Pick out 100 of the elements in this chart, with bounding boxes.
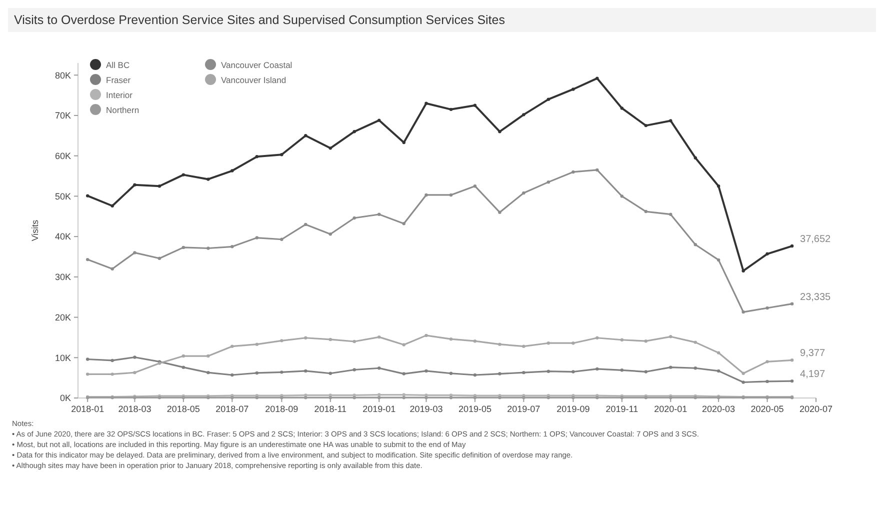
point: [546, 180, 550, 184]
legend-label: All BC: [106, 60, 130, 70]
point: [378, 393, 381, 396]
point: [328, 372, 332, 375]
x-tick-label: 2018-03: [118, 404, 152, 414]
x-tick-label: 2020-03: [702, 404, 736, 414]
point: [522, 191, 526, 195]
point: [644, 370, 648, 374]
point: [110, 358, 114, 362]
point: [790, 244, 794, 248]
point: [133, 183, 136, 186]
point: [742, 269, 745, 272]
point: [328, 338, 332, 342]
point: [716, 369, 720, 373]
point: [86, 372, 90, 376]
point: [304, 222, 308, 226]
point: [424, 334, 428, 338]
point: [304, 396, 308, 400]
point: [352, 340, 356, 344]
y-tick-label: 20K: [54, 312, 71, 322]
point: [449, 108, 453, 112]
point: [402, 343, 406, 346]
x-tick-label: 2019-01: [362, 404, 396, 414]
point: [424, 396, 428, 400]
point: [352, 130, 356, 134]
point: [206, 178, 210, 181]
point: [230, 344, 234, 348]
point: [572, 170, 575, 174]
point: [280, 238, 284, 241]
y-tick-label: 30K: [54, 272, 71, 282]
legend-label: Vancouver Coastal: [221, 60, 292, 70]
point: [473, 104, 477, 107]
data-label: 37,652: [800, 234, 832, 246]
point: [766, 252, 769, 256]
point: [280, 339, 284, 342]
point: [694, 366, 697, 370]
point: [669, 366, 672, 369]
point: [766, 360, 769, 364]
chart-title: Visits to Overdose Prevention Service Sites and Supervised Consumption Services Sites: [14, 13, 505, 27]
point: [742, 380, 745, 384]
point: [402, 393, 406, 396]
x-tick-label: 2020-07: [799, 404, 833, 414]
point: [402, 372, 406, 376]
point: [133, 251, 136, 254]
point: [402, 222, 406, 226]
point: [182, 246, 186, 250]
point: [110, 372, 114, 376]
point: [86, 358, 90, 361]
point: [766, 380, 769, 384]
point: [716, 258, 720, 262]
point: [424, 102, 428, 105]
point: [158, 184, 162, 188]
x-tick-label: 2018-07: [216, 404, 249, 414]
point: [449, 337, 453, 341]
point: [498, 130, 502, 134]
point: [694, 243, 697, 246]
point: [182, 173, 186, 176]
point: [86, 194, 90, 198]
point: [402, 140, 406, 144]
x-tick-label: 2019-09: [556, 404, 590, 414]
point: [86, 258, 90, 262]
point: [716, 184, 720, 188]
point: [742, 372, 745, 375]
legend-label: Fraser: [106, 75, 131, 85]
point: [596, 76, 599, 80]
x-tick-label: 2018-09: [265, 404, 298, 414]
point: [182, 354, 186, 358]
point: [158, 256, 162, 260]
point: [546, 370, 550, 373]
y-tick-label: 0K: [60, 393, 71, 404]
point: [230, 245, 234, 248]
x-tick-label: 2020-01: [654, 404, 688, 414]
y-tick-label: 50K: [54, 191, 71, 202]
point: [182, 366, 186, 369]
point: [522, 113, 526, 116]
point: [304, 134, 308, 138]
point: [716, 351, 720, 354]
point: [644, 124, 648, 128]
point: [230, 169, 234, 172]
point: [473, 339, 477, 343]
point: [304, 336, 308, 340]
point: [694, 156, 697, 160]
point: [352, 368, 356, 372]
point: [498, 372, 502, 376]
x-tick-label: 2018-05: [166, 404, 200, 414]
point: [572, 370, 575, 374]
point: [644, 210, 648, 214]
point: [669, 335, 672, 338]
point: [620, 338, 624, 342]
point: [546, 98, 550, 101]
y-axis-title: Visits: [30, 219, 40, 242]
point: [790, 358, 794, 362]
point: [620, 368, 624, 372]
point: [424, 394, 428, 397]
point: [449, 396, 453, 400]
point: [620, 194, 624, 198]
point: [498, 210, 502, 214]
point: [110, 267, 114, 270]
point: [206, 370, 210, 374]
point: [669, 212, 672, 216]
